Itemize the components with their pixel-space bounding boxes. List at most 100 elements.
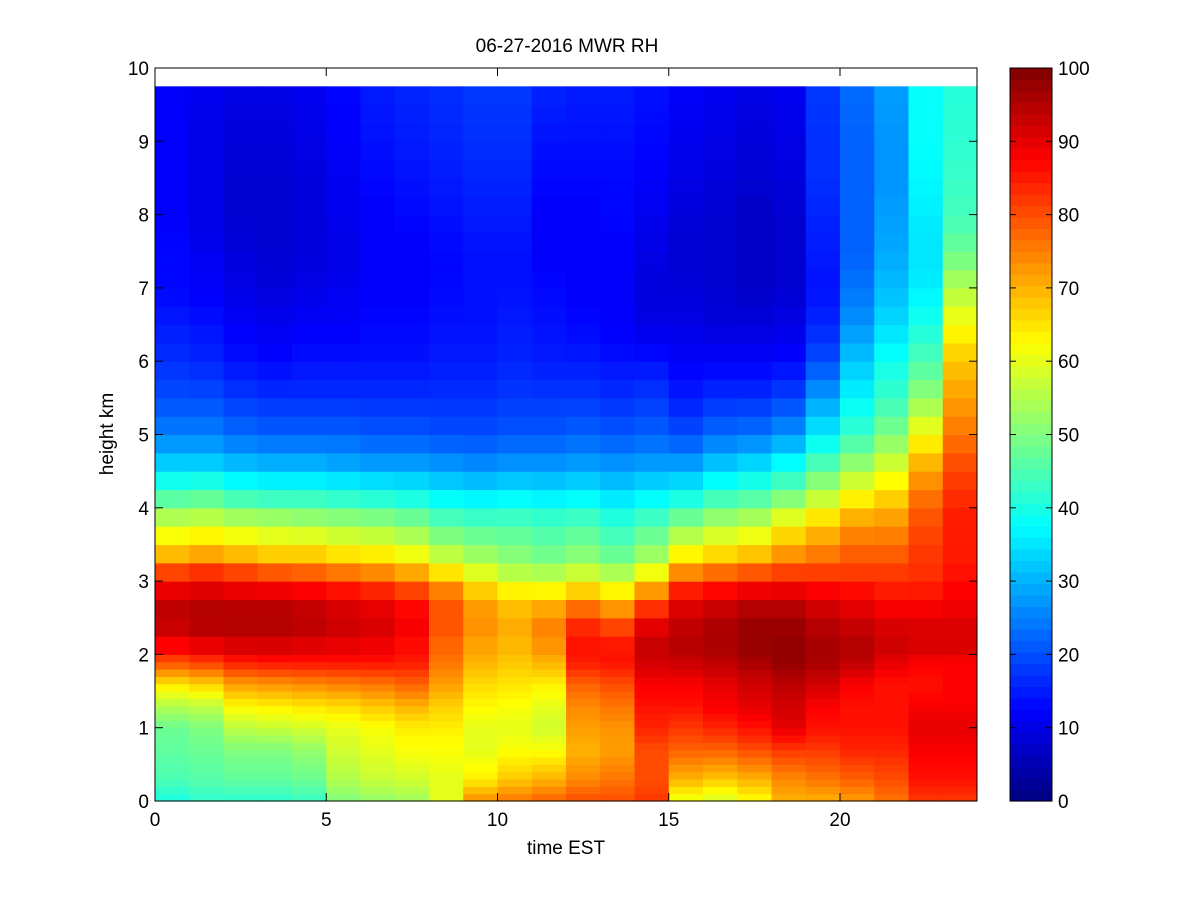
heatmap-cell (497, 793, 533, 802)
colorbar-swatch (1010, 686, 1052, 699)
heatmap-cell (394, 749, 430, 758)
heatmap-cell (531, 691, 567, 699)
heatmap-cell (257, 232, 293, 252)
heatmap-cell (257, 771, 293, 780)
heatmap-cell (566, 397, 601, 417)
heatmap-cell (463, 757, 499, 765)
heatmap-cell (223, 636, 259, 655)
heatmap-cell (668, 324, 704, 344)
heatmap-cell (429, 562, 464, 582)
heatmap-cell (189, 661, 225, 670)
heatmap-cell (805, 379, 841, 399)
heatmap-cell (257, 86, 293, 106)
heatmap-cell (668, 544, 704, 564)
heatmap-cell (668, 757, 704, 765)
colorbar-swatch (1010, 319, 1052, 333)
heatmap-cell (531, 757, 567, 765)
heatmap-cell (189, 599, 225, 619)
heatmap-cell (771, 735, 807, 743)
heatmap-cell (429, 214, 464, 234)
heatmap-cell (600, 434, 636, 454)
heatmap-cell (634, 661, 670, 670)
heatmap-cell (292, 232, 327, 252)
heatmap-cell (257, 122, 293, 142)
heatmap-cell (874, 489, 910, 509)
heatmap-cell (360, 771, 396, 780)
heatmap-cell (908, 713, 944, 721)
heatmap-cell (805, 771, 841, 780)
heatmap-cell (531, 379, 567, 399)
colorbar-swatch (1010, 491, 1052, 504)
heatmap-cell (703, 599, 738, 619)
heatmap-cell (429, 581, 464, 601)
heatmap-cell (840, 306, 875, 326)
heatmap-cell (326, 617, 362, 637)
heatmap-cell (189, 698, 225, 707)
heatmap-cell (942, 793, 977, 802)
heatmap-cell (600, 676, 636, 685)
heatmap-cell (189, 342, 225, 362)
heatmap-cell (189, 705, 225, 714)
heatmap-cell (668, 526, 704, 546)
heatmap-cell (566, 214, 601, 234)
colorbar-swatch (1010, 228, 1052, 241)
heatmap-cell (805, 86, 841, 106)
heatmap-cell (463, 104, 499, 124)
heatmap-cell (189, 324, 225, 344)
heatmap-cell (257, 104, 293, 124)
heatmap-cell (771, 122, 807, 142)
heatmap-cell (840, 214, 875, 234)
heatmap-cell (634, 526, 670, 546)
heatmap-cell (189, 727, 225, 736)
heatmap-cell (668, 691, 704, 699)
heatmap-cell (805, 122, 841, 142)
heatmap-cell (257, 676, 293, 685)
heatmap-cell (394, 771, 430, 780)
heatmap-cell (771, 306, 807, 326)
heatmap-cell (223, 771, 259, 780)
heatmap-cell (840, 669, 875, 677)
heatmap-cell (189, 786, 225, 795)
heatmap-cell (155, 141, 190, 161)
heatmap-cell (668, 669, 704, 677)
heatmap-cell (805, 669, 841, 677)
heatmap-cell (805, 269, 841, 289)
heatmap-cell (840, 617, 875, 637)
heatmap-cell (737, 581, 773, 601)
heatmap-cell (634, 764, 670, 773)
heatmap-cell (737, 471, 773, 491)
heatmap-cell (292, 489, 327, 509)
heatmap-cell (155, 676, 190, 685)
heatmap-cell (360, 705, 396, 714)
heatmap-cell (223, 779, 259, 787)
heatmap-cell (531, 742, 567, 751)
heatmap-cell (189, 636, 225, 655)
heatmap-cell (223, 452, 259, 472)
heatmap-cell (394, 232, 430, 252)
heatmap-cell (840, 471, 875, 491)
heatmap-cell (703, 196, 738, 216)
heatmap-cell (874, 581, 910, 601)
heatmap-cell (771, 159, 807, 179)
heatmap-cell (189, 757, 225, 765)
heatmap-cell (600, 104, 636, 124)
heatmap-cell (908, 683, 944, 692)
heatmap-cell (189, 122, 225, 142)
heatmap-cell (531, 141, 567, 161)
heatmap-cell (326, 471, 362, 491)
y-tick-label: 1 (138, 719, 149, 740)
colorbar-swatch (1010, 789, 1052, 802)
heatmap-cell (360, 507, 396, 527)
heatmap-cell (394, 599, 430, 619)
heatmap-cell (737, 306, 773, 326)
heatmap-cell (600, 742, 636, 751)
heatmap-cell (497, 669, 533, 677)
heatmap-cell (155, 764, 190, 773)
heatmap-cell (189, 489, 225, 509)
heatmap-cell (634, 793, 670, 802)
heatmap-cell (805, 159, 841, 179)
heatmap-cell (805, 196, 841, 216)
heatmap-cell (805, 793, 841, 802)
heatmap-cell (566, 727, 601, 736)
heatmap-cell (840, 526, 875, 546)
